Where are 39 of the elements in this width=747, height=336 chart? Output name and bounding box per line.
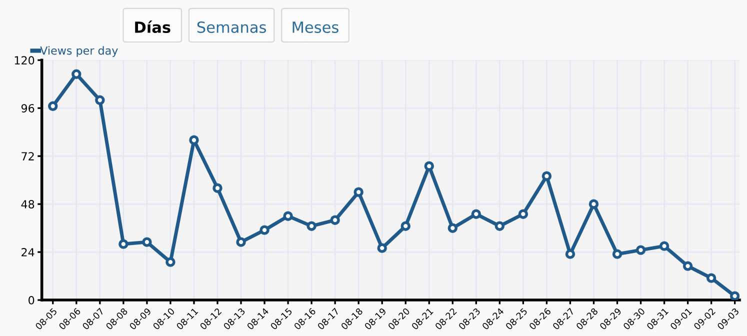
point <box>518 209 528 219</box>
y-tick-label: 96 <box>21 104 34 113</box>
y-tick-label: 120 <box>14 56 34 65</box>
point <box>189 135 199 145</box>
point <box>636 245 646 255</box>
point <box>330 215 340 225</box>
point <box>283 211 293 221</box>
point <box>730 291 740 300</box>
point <box>612 249 622 259</box>
text: Semanas <box>197 21 266 33</box>
y-tick-label: 0 <box>28 296 34 304</box>
point <box>706 273 716 283</box>
y-tick-label: 24 <box>22 248 34 256</box>
point <box>682 261 693 271</box>
point <box>212 183 222 193</box>
y-tick-label: 48 <box>21 200 34 208</box>
point <box>142 237 152 247</box>
point <box>166 257 176 267</box>
point <box>448 223 458 233</box>
point <box>95 95 105 105</box>
point <box>72 69 82 79</box>
point <box>471 209 482 219</box>
point <box>118 239 128 249</box>
point <box>260 225 270 235</box>
point <box>659 241 670 251</box>
point <box>542 171 552 181</box>
point <box>48 101 58 111</box>
point <box>424 161 434 171</box>
point <box>400 221 410 231</box>
text: Meses <box>292 22 338 33</box>
point <box>494 221 505 231</box>
point <box>377 243 387 253</box>
point <box>236 237 246 247</box>
point <box>565 249 576 259</box>
point <box>588 199 599 209</box>
text: Días <box>135 20 170 33</box>
y-tick-label: 72 <box>22 152 34 160</box>
point <box>354 187 364 197</box>
point <box>306 221 316 231</box>
